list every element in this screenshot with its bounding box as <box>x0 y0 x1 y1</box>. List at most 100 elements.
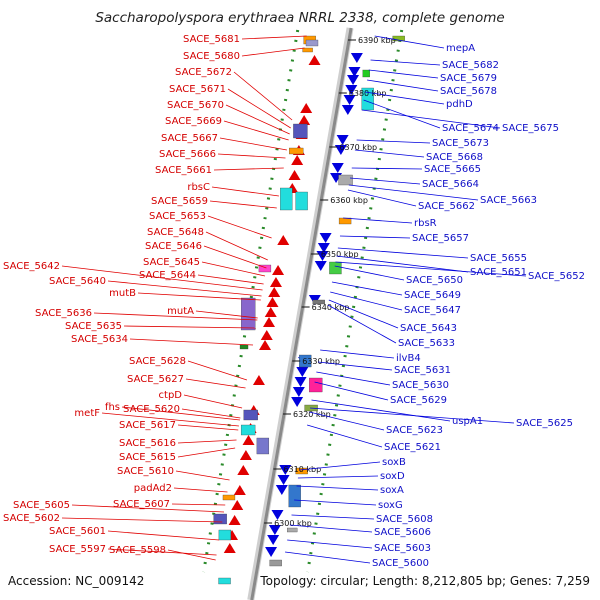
gene-label: SACE_5655 <box>470 253 527 264</box>
leader-line <box>309 411 385 431</box>
gene-label: soxA <box>380 485 404 496</box>
leader-line <box>310 407 515 424</box>
forward-gene-arrow <box>272 265 285 275</box>
forward-gene-arrow <box>233 485 246 495</box>
gene-label: rbsC <box>187 182 210 193</box>
leader-line <box>177 447 236 458</box>
reverse-gene-arrow <box>314 261 327 271</box>
forward-gene-arrow <box>239 450 252 460</box>
reverse-gene-arrow <box>331 163 344 173</box>
reverse-gene-arrow <box>350 53 363 63</box>
reverse-gene-arrow <box>347 75 360 85</box>
gene-feature-box <box>239 344 249 350</box>
leader-line <box>318 361 393 371</box>
reverse-gene-arrow <box>279 465 292 475</box>
accession-text: Accession: NC_009142 <box>8 574 144 588</box>
forward-gene-arrow <box>308 55 321 65</box>
leader-line <box>207 215 272 239</box>
gene-label: SACE_5623 <box>386 425 443 436</box>
leader-line <box>289 524 373 533</box>
gene-feature-box <box>392 35 405 42</box>
tick-label: 6350 kbp <box>321 250 359 259</box>
reverse-gene-arrow <box>294 377 307 387</box>
gene-label: SACE_5616 <box>119 438 176 449</box>
leader-line <box>241 47 305 57</box>
forward-gene-arrow <box>242 435 255 445</box>
tick-label: 6340 kbp <box>312 303 350 312</box>
leader-line <box>339 235 411 239</box>
gene-label: SACE_5672 <box>175 67 232 78</box>
gene-label: SACE_5620 <box>123 404 180 415</box>
gene-feature-box <box>240 424 256 436</box>
forward-gene-arrow <box>288 170 301 180</box>
gene-label: SACE_5669 <box>165 116 222 127</box>
leader-line <box>334 265 405 281</box>
left-gene-labels: SACE_5681 SACE_5680 SACE_5672 SACE_5671 SACE… <box>3 34 307 561</box>
leader-line <box>349 177 421 185</box>
leader-line <box>137 292 261 301</box>
leader-line <box>107 280 262 297</box>
leader-line <box>328 299 399 329</box>
leader-line <box>107 530 220 541</box>
forward-gene-arrow <box>268 287 281 297</box>
leader-line <box>366 79 439 92</box>
leader-line <box>348 184 479 201</box>
leader-line <box>311 399 451 422</box>
gene-label: pdhD <box>446 99 473 110</box>
reverse-gene-arrow <box>268 525 281 535</box>
leader-line <box>219 137 287 151</box>
leader-line <box>327 304 397 344</box>
forward-gene-arrow <box>228 515 241 525</box>
reverse-gene-arrow <box>348 67 361 77</box>
forward-gene-arrow <box>259 340 272 350</box>
leader-line <box>173 487 228 493</box>
gene-label: fhs <box>105 402 120 413</box>
leader-line <box>227 88 291 129</box>
gene-label: soxG <box>378 500 403 511</box>
leader-line <box>364 91 445 105</box>
reverse-gene-arrow <box>267 535 280 545</box>
gene-label: rbsR <box>414 218 437 229</box>
leader-line <box>225 104 290 135</box>
leader-line <box>370 59 441 66</box>
reverse-gene-arrow <box>317 243 330 253</box>
leader-line <box>185 378 246 389</box>
forward-gene-arrow <box>298 115 311 125</box>
right-dotted-guide <box>306 29 404 573</box>
gene-feature-box <box>280 187 293 211</box>
gene-label: mutA <box>167 306 194 317</box>
leader-line <box>347 189 417 207</box>
genome-info-text: Topology: circular; Length: 8,212,805 bp… <box>259 574 590 588</box>
gene-label: SACE_5629 <box>390 395 447 406</box>
reverse-gene-arrow <box>316 251 329 261</box>
forward-gene-arrow <box>252 375 265 385</box>
gene-label: SACE_5634 <box>71 334 128 345</box>
gene-label: SACE_5674 <box>442 123 499 134</box>
gene-label: SACE_5663 <box>480 195 537 206</box>
gene-label: SACE_5661 <box>155 165 212 176</box>
reverse-gene-arrow <box>343 95 356 105</box>
gene-feature-box <box>213 513 227 525</box>
gene-label: SACE_5678 <box>440 86 497 97</box>
leader-line <box>205 231 268 261</box>
gene-feature-box <box>295 467 308 475</box>
gene-label: SACE_5650 <box>406 275 463 286</box>
gene-label: SACE_5679 <box>440 73 497 84</box>
leader-line <box>183 394 243 409</box>
reverse-gene-arrow <box>291 397 304 407</box>
leader-line <box>121 406 241 421</box>
gene-label: SACE_5630 <box>392 380 449 391</box>
leader-line <box>343 217 413 224</box>
gene-label: SACE_5652 <box>528 271 585 282</box>
leader-line <box>363 99 441 129</box>
gene-label: mutB <box>109 288 136 299</box>
gene-label: SACE_5644 <box>139 270 196 281</box>
map-title: Saccharopolyspora erythraea NRRL 2338, c… <box>95 10 504 26</box>
leader-line <box>107 548 217 556</box>
gene-label: SACE_5667 <box>161 133 218 144</box>
gene-label: SACE_5664 <box>422 179 479 190</box>
forward-gene-arrow <box>291 155 304 165</box>
gene-label: SACE_5615 <box>119 452 176 463</box>
leader-line <box>330 291 403 311</box>
